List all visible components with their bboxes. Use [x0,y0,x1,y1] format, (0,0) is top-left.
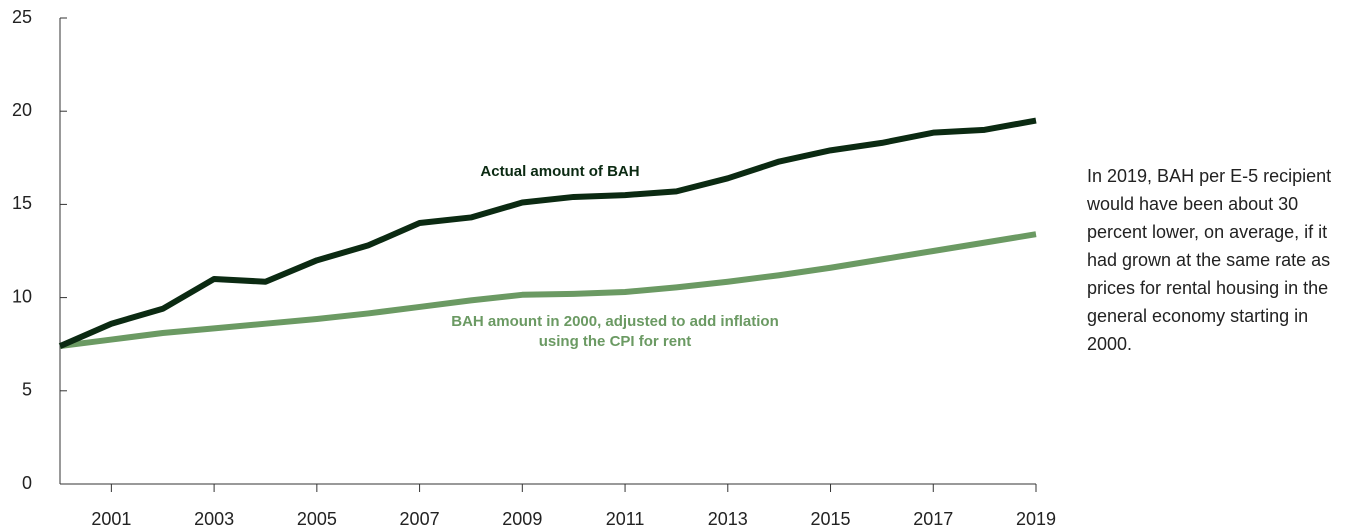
x-tick-label: 2011 [606,509,645,529]
x-tick-label: 2003 [194,509,234,529]
x-tick-label: 2013 [708,509,748,529]
data-line [59,231,1037,350]
series-label: Actual amount of BAH [480,163,640,180]
x-tick-label: 2015 [811,509,851,529]
x-tick-label: 2009 [502,509,542,529]
series-label: BAH amount in 2000, adjusted to add infl… [451,313,779,350]
y-tick-label: 10 [12,286,32,306]
data-line [58,117,1037,349]
x-tick-label: 2005 [297,509,337,529]
y-tick-label: 5 [22,380,32,400]
x-tick-label: 2017 [913,509,953,529]
x-tick-label: 2019 [1016,509,1056,529]
x-tick-label: 2001 [91,509,131,529]
annotation: In 2019, BAH per E-5 recipient would hav… [1087,166,1332,354]
y-tick-label: 0 [22,473,32,493]
y-tick-label: 25 [12,7,32,27]
x-tick-label: 2007 [400,509,440,529]
y-tick-label: 15 [12,193,32,213]
y-tick-label: 20 [12,100,32,120]
